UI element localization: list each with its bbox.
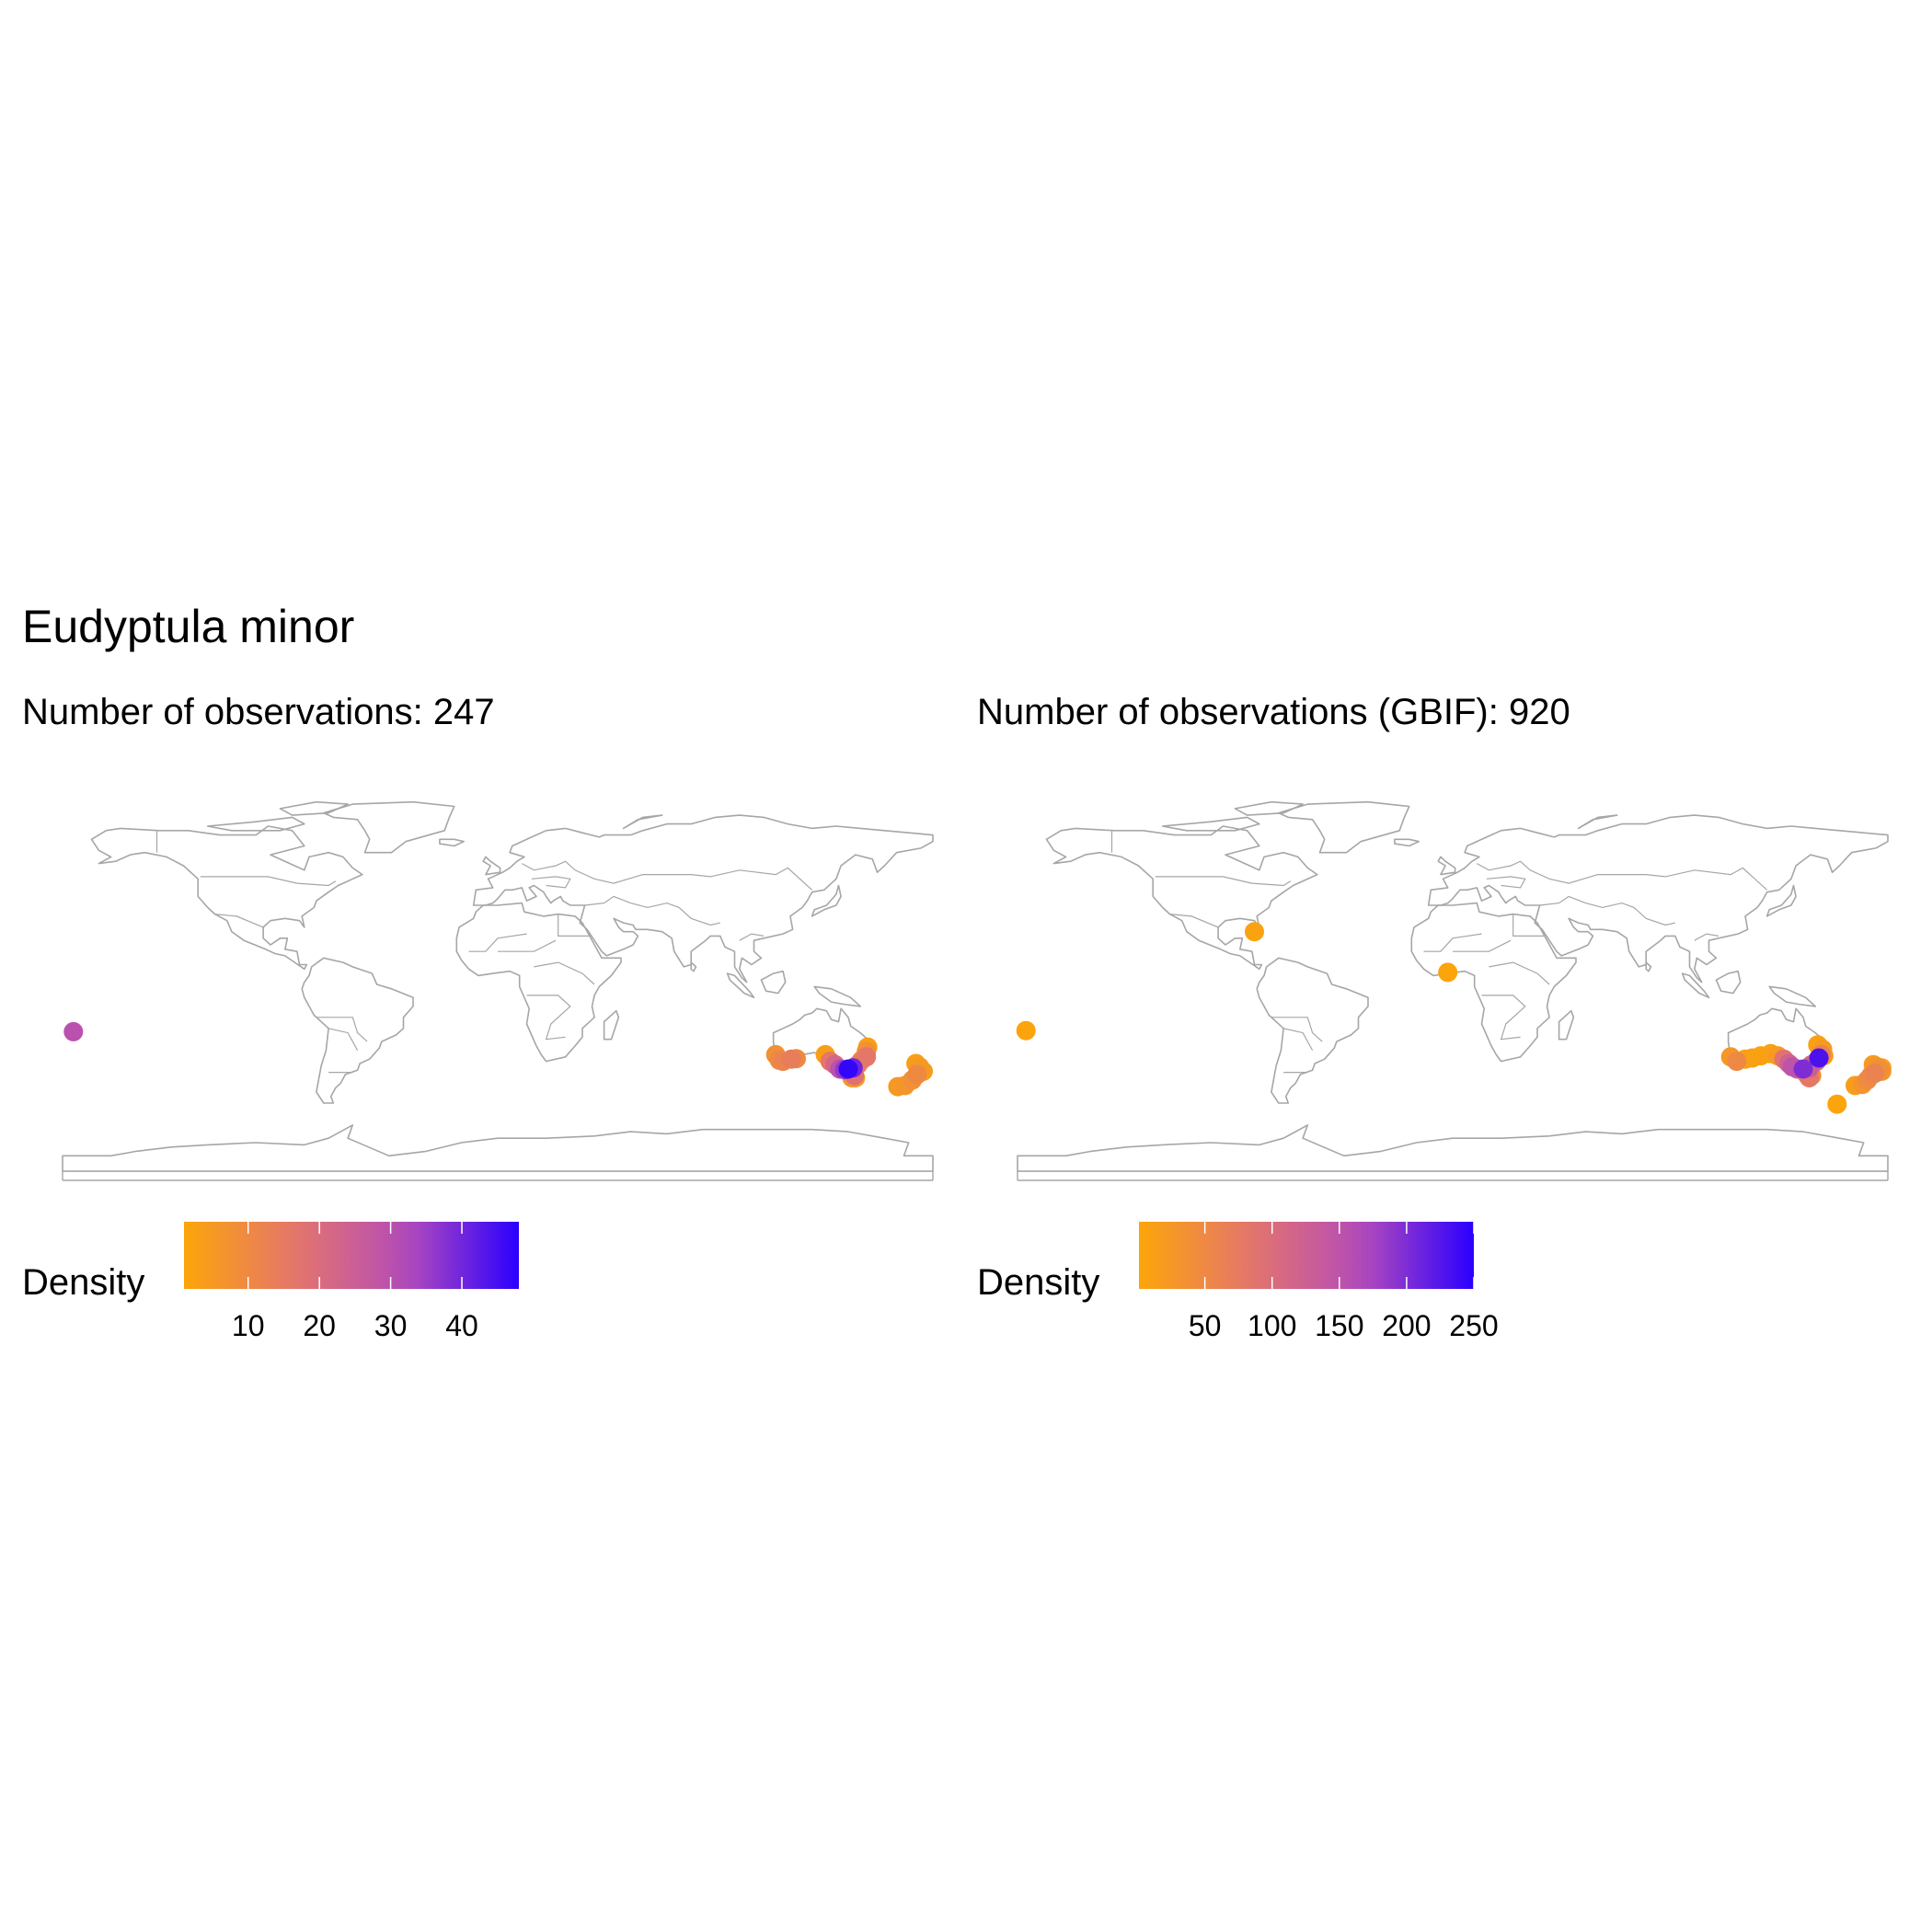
left-colorbar-tick-label: 30	[374, 1309, 408, 1343]
right-colorbar-tick-label: 250	[1449, 1309, 1498, 1343]
left-density-colorbar	[184, 1222, 519, 1289]
right-observation-point	[1810, 1049, 1828, 1067]
left-observation-point	[839, 1060, 857, 1078]
right-observation-point	[1439, 963, 1457, 982]
right-observation-point	[1017, 1021, 1035, 1040]
right-colorbar-tick-label: 200	[1382, 1309, 1431, 1343]
left-observation-point	[908, 1065, 926, 1084]
right-observation-point	[1828, 1095, 1846, 1113]
right-world-map	[1018, 787, 1888, 1182]
right-colorbar-tick-label: 150	[1315, 1309, 1363, 1343]
left-colorbar-gradient	[184, 1222, 519, 1289]
right-legend-title: Density	[977, 1262, 1099, 1304]
left-observation-point	[64, 1022, 83, 1041]
left-world-map	[63, 787, 933, 1182]
left-panel-subtitle: Number of observations: 247	[22, 692, 495, 733]
right-observation-point	[1728, 1052, 1746, 1071]
right-density-colorbar	[1139, 1222, 1474, 1289]
right-colorbar-gradient	[1139, 1222, 1474, 1289]
right-observation-point	[1246, 923, 1264, 941]
left-colorbar-tick-label: 20	[303, 1309, 336, 1343]
right-observation-point	[1866, 1064, 1884, 1083]
left-colorbar-tick-label: 10	[232, 1309, 265, 1343]
left-legend-title: Density	[22, 1262, 144, 1304]
figure-title: Eudyptula minor	[22, 600, 354, 653]
left-colorbar-tick-label: 40	[445, 1309, 478, 1343]
right-observation-point	[1794, 1060, 1812, 1078]
right-panel-subtitle: Number of observations (GBIF): 920	[977, 692, 1570, 733]
left-observation-point	[782, 1050, 800, 1068]
right-colorbar-tick-label: 50	[1189, 1309, 1222, 1343]
right-colorbar-tick-label: 100	[1248, 1309, 1296, 1343]
